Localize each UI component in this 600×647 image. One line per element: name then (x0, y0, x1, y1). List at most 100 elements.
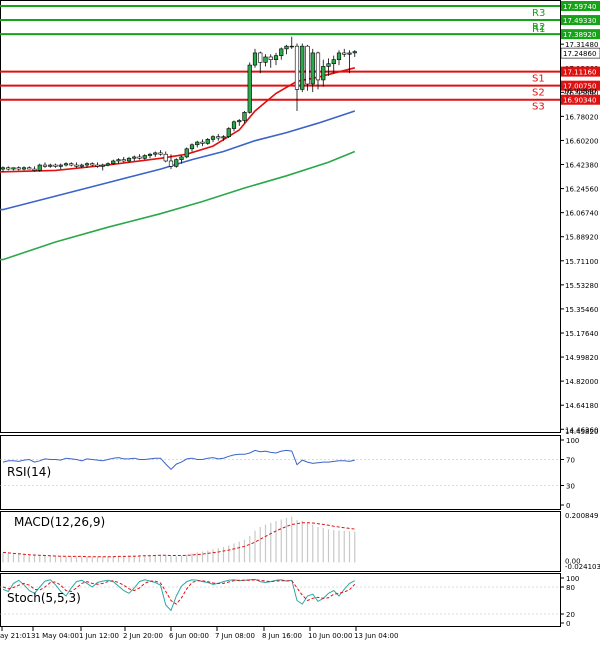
stoch-tick-label: 20 (566, 611, 575, 619)
macd-bottom-label: -0.024103 (565, 563, 600, 571)
candle-body (195, 141, 200, 146)
macd-label: MACD(12,26,9) (14, 515, 105, 529)
candle-body (294, 45, 300, 90)
last-price-tag (560, 47, 600, 59)
candle-body (58, 164, 63, 167)
candle-body (273, 55, 279, 60)
rsi-tick-label: 0 (566, 502, 570, 510)
candle-body (179, 156, 184, 160)
macd-panel-frame (0, 511, 561, 572)
rsi-label: RSI(14) (7, 465, 51, 479)
candle-body (258, 52, 263, 63)
candle-body (231, 121, 237, 129)
level-tag-r2 (561, 29, 600, 40)
candle-body (226, 128, 231, 137)
candle-body (32, 168, 37, 171)
candle-body (216, 136, 221, 139)
price-tick-label: 15.17640 (565, 330, 598, 338)
macd-zero-label: 0.00 (565, 557, 581, 565)
candle-body (121, 159, 126, 162)
candle-body (37, 164, 42, 171)
candle-body (84, 163, 90, 166)
price-tick-label: 15.71100 (565, 258, 598, 266)
candle-body (90, 163, 95, 166)
candle-body (336, 52, 342, 60)
candle-body (126, 157, 132, 162)
price-tick-label: 14.46360 (565, 426, 598, 434)
candle-body (79, 164, 84, 167)
stoch-tick-label: 0 (566, 620, 570, 628)
level-name-r2: R2 (532, 22, 545, 33)
candle-body (16, 167, 21, 170)
top-level-value: 17.59740 (563, 3, 596, 11)
stoch-label: Stoch(5,5,3) (7, 591, 81, 605)
x-tick-label: 13 Jun 04:00 (354, 632, 398, 640)
candle-body (200, 141, 205, 144)
candle-body (105, 163, 111, 166)
price-panel-frame (0, 0, 561, 433)
level-tag-r3 (561, 15, 600, 26)
candle-body (111, 160, 116, 164)
x-tick-label: 6 Jun 00:00 (169, 632, 209, 640)
level-value-s2: 17.00750 (563, 83, 596, 91)
price-tick-label: 14.99820 (565, 354, 598, 362)
candle-body (321, 66, 326, 81)
candle-body (63, 163, 69, 166)
price-tick-label: 16.95840 (565, 89, 598, 97)
stoch-tick-label: 80 (566, 584, 575, 592)
level-name-s1: S1 (532, 74, 545, 85)
level-name-r3: R3 (532, 8, 545, 19)
level-tag-s3 (561, 94, 600, 105)
candle-body (205, 139, 210, 144)
candle-body (48, 164, 53, 167)
last-price-value: 17.24860 (563, 50, 596, 58)
candle-body (53, 164, 58, 167)
stoch-d-line (2, 579, 356, 605)
price-tick-label: 15.35460 (565, 306, 598, 314)
candle-body (11, 167, 16, 170)
candle-body (252, 52, 258, 66)
price-tick-label: 15.88920 (565, 234, 598, 242)
candle-body (347, 52, 352, 55)
x-tick-label: 31 May 04:00 (31, 632, 79, 640)
level-name-s2: S2 (532, 88, 545, 99)
candle-body (6, 167, 11, 170)
candle-body (153, 152, 158, 155)
x-tick-label: 8 Jun 16:00 (262, 632, 302, 640)
price-tick-label: 15.53280 (565, 282, 598, 290)
rsi-panel: 100 70 30 0 (0, 437, 579, 510)
candle-body (210, 136, 216, 140)
candle-body (137, 156, 142, 159)
candle-body (242, 112, 247, 121)
candle-body (184, 148, 189, 158)
candle-body (132, 156, 137, 159)
candle-body (263, 56, 268, 63)
candle-body (0, 167, 6, 170)
macd-top-label: 0.200849 (565, 512, 598, 520)
x-tick-label: 2 Jun 20:00 (123, 632, 163, 640)
price-tick-label: 16.78020 (565, 113, 598, 121)
candle-body (95, 164, 100, 167)
x-tick-label: ay 21:01 (0, 632, 31, 640)
candle-body (116, 159, 121, 162)
x-tick-label: 7 Jun 08:00 (215, 632, 255, 640)
level-value-r3: 17.49330 (563, 17, 596, 25)
level-value-s1: 17.11160 (563, 69, 596, 77)
price-bottom-label: 14.45820 (565, 428, 598, 436)
candle-body (174, 159, 179, 167)
candle-body (69, 163, 74, 166)
price-tick-label: 17.31480 (565, 41, 598, 49)
stoch-tick-label: 100 (566, 575, 579, 583)
candle-body (142, 155, 147, 159)
candle-body (279, 48, 284, 56)
macd-signal-line (2, 522, 355, 558)
candle-body (237, 120, 242, 123)
level-value-r2: 17.38920 (563, 31, 596, 39)
candle-body (158, 152, 163, 155)
level-tag-s2 (561, 80, 600, 91)
rsi-tick-label: 30 (566, 483, 575, 491)
stoch-panel-frame (0, 573, 561, 627)
candle-body (326, 63, 331, 67)
